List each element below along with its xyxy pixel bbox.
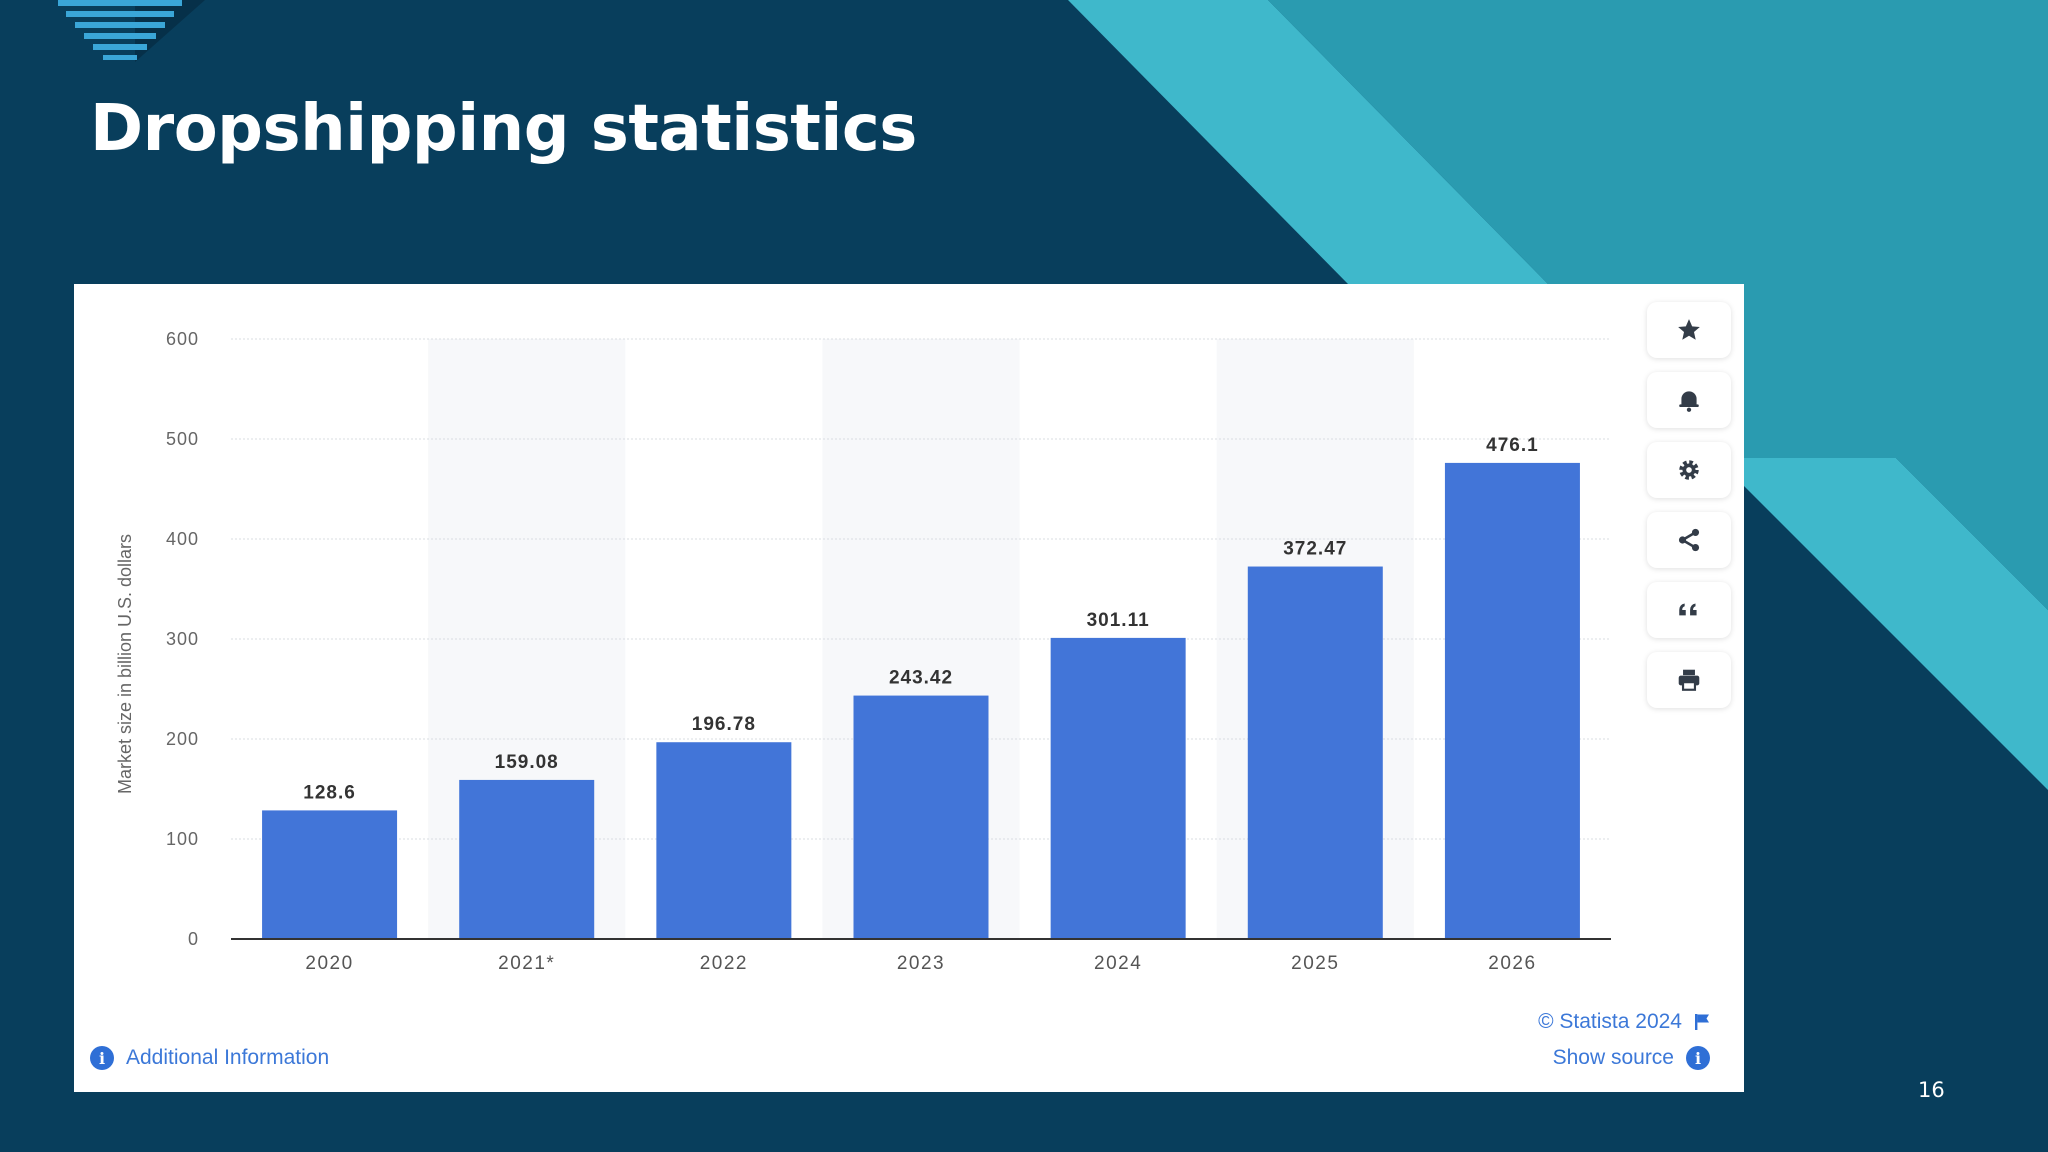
x-tick-label: 2024 [1094,953,1142,974]
bar-value-label: 372.47 [1283,539,1347,560]
gear-icon [1679,460,1699,480]
copyright-label: © Statista 2024 [1538,1010,1682,1033]
share-icon [1678,528,1700,552]
y-tick-labels: 0 100 200 300 400 500 600 [166,329,199,949]
value-labels: 128.6 159.08 196.78 243.42 301.11 372.47 476.1 [303,435,1539,804]
x-tick-labels: 2020 2021* 2022 2023 2024 2025 2026 [305,953,1536,974]
y-tick-label: 600 [166,329,199,349]
page-number: 16 [1918,1078,1945,1102]
background-stripe-right-mid [1744,284,2048,610]
additional-information-label: Additional Information [126,1046,330,1069]
x-tick-label: 2022 [700,953,748,974]
settings-button[interactable] [1647,442,1731,498]
info-icon: i [1686,1046,1710,1070]
bar-value-label: 196.78 [692,714,756,735]
additional-information-link[interactable]: i Additional Information [90,1046,329,1070]
bar-chart: 0 100 200 300 400 500 600 128.6 159.08 196.78 243… [115,329,1611,974]
chart-toolbar [1647,302,1733,722]
print-button[interactable] [1647,652,1731,708]
bar[interactable] [656,742,792,939]
y-tick-label: 300 [166,629,199,649]
share-button[interactable] [1647,512,1731,568]
star-icon [1678,319,1700,340]
x-tick-label: 2020 [305,953,353,974]
bar-value-label: 159.08 [495,752,559,773]
bar[interactable] [1050,637,1186,939]
statista-copyright[interactable]: © Statista 2024 [1538,1010,1710,1034]
background-stripe-right [1744,458,2048,790]
y-tick-label: 100 [166,829,199,849]
y-tick-label: 500 [166,429,199,449]
bar-value-label: 243.42 [889,668,953,689]
bell-icon [1679,391,1699,412]
print-icon [1678,669,1700,691]
x-tick-label: 2021* [498,953,555,974]
bar[interactable] [853,695,989,939]
bar-value-label: 128.6 [303,782,356,803]
page-title: Dropshipping statistics [90,92,917,166]
bar[interactable] [459,779,595,939]
show-source-label: Show source [1552,1046,1674,1069]
bars [262,462,1580,939]
y-tick-label: 200 [166,729,199,749]
x-tick-label: 2026 [1488,953,1536,974]
background-stripe-mid [1268,0,2048,284]
x-tick-label: 2025 [1291,953,1339,974]
bar-value-label: 476.1 [1486,435,1539,456]
x-tick-label: 2023 [897,953,945,974]
y-axis-label: Market size in billion U.S. dollars [115,534,135,794]
favorite-button[interactable] [1647,302,1731,358]
info-icon: i [90,1046,114,1070]
corner-chevron-logo [58,0,205,62]
y-tick-label: 0 [188,929,199,949]
cite-button[interactable] [1647,582,1731,638]
bar[interactable] [1247,566,1383,939]
y-tick-label: 400 [166,529,199,549]
quote-icon [1679,603,1697,616]
bar-value-label: 301.11 [1087,610,1150,631]
flag-icon [1695,1014,1709,1030]
notification-button[interactable] [1647,372,1731,428]
chart-card: 0 100 200 300 400 500 600 128.6 159.08 196.78 243… [74,284,1744,1092]
background-stripe-light [1068,0,1548,284]
show-source-link[interactable]: Show source i [1553,1046,1710,1070]
bar[interactable] [1444,462,1580,939]
bar[interactable] [262,810,398,939]
